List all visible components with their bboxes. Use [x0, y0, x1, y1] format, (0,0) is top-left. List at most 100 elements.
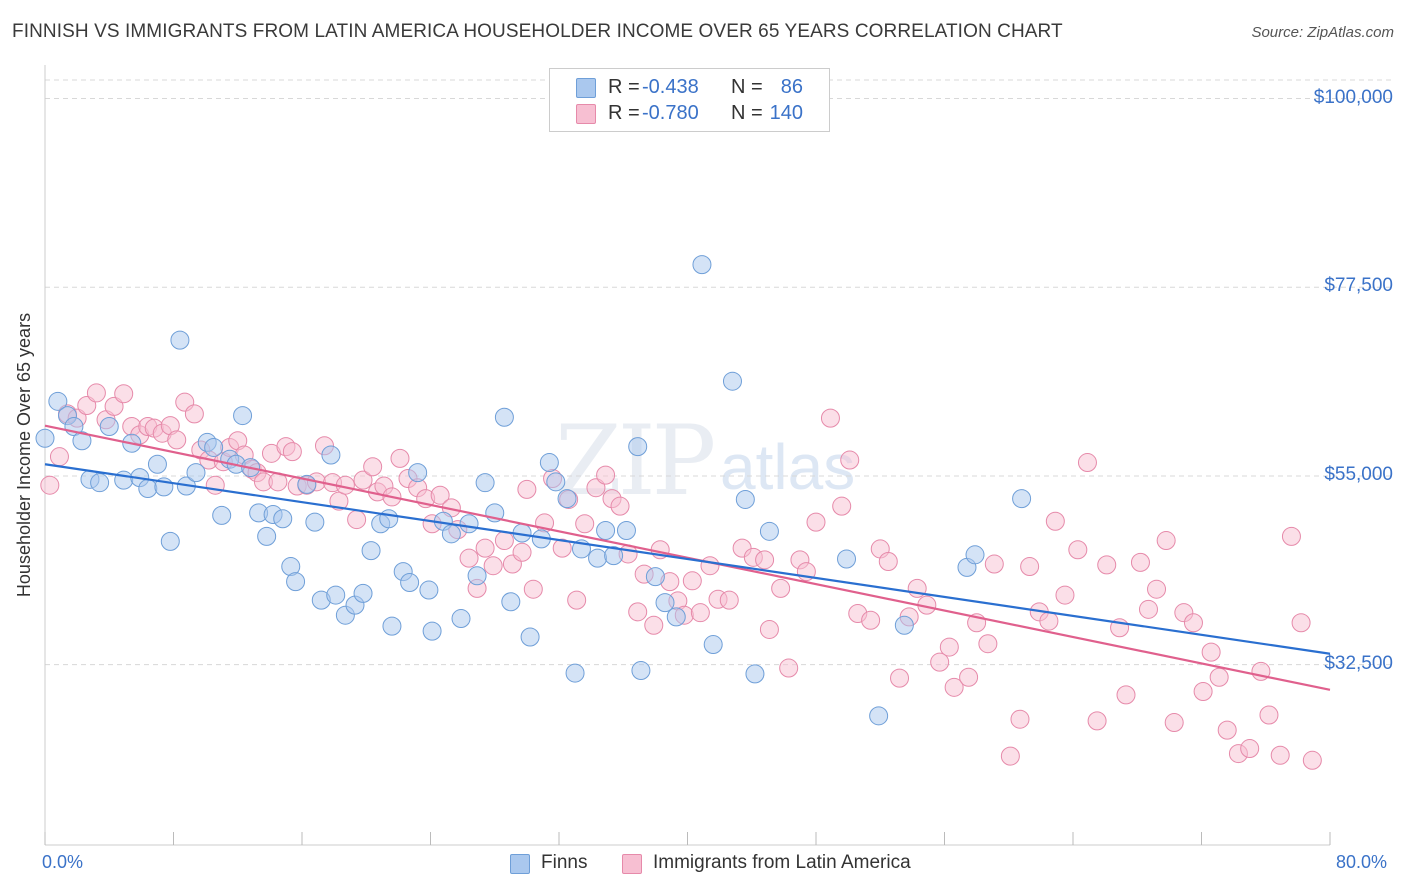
x-tick-label-min: 0.0% [42, 852, 84, 872]
chart-title: FINNISH VS IMMIGRANTS FROM LATIN AMERICA… [12, 21, 1063, 42]
latin-america-points [40, 383, 1322, 770]
latin-point [77, 396, 97, 416]
finns-point [894, 615, 914, 635]
y-tick-label: $32,500 [1324, 652, 1393, 674]
latin-point [944, 677, 964, 697]
finns-point [494, 407, 514, 427]
latin-point [184, 404, 204, 424]
finns-point [286, 572, 306, 592]
latin-point [552, 538, 572, 558]
finns-point [233, 406, 253, 426]
finns-point [604, 546, 624, 566]
latin-point [567, 590, 587, 610]
finns-point [305, 512, 325, 532]
latin-point [353, 470, 373, 490]
finns-point [353, 583, 373, 603]
latin-point [1291, 613, 1311, 633]
latin-point [167, 430, 187, 450]
latin-point [690, 603, 710, 623]
y-axis-label: Householder Income Over 65 years [14, 312, 34, 598]
finns-point [745, 664, 765, 684]
latin-legend-label: Immigrants from Latin America [653, 852, 911, 873]
latin-point [719, 590, 739, 610]
finns-point [869, 706, 889, 726]
finns-point [735, 489, 755, 509]
latin-point [1020, 557, 1040, 577]
finns-point [451, 609, 471, 629]
y-tick-label: $77,500 [1324, 275, 1393, 297]
finns-point [703, 635, 723, 655]
latin-point [806, 512, 826, 532]
finns-point [666, 607, 686, 627]
finns-point [361, 541, 381, 561]
latin-point [1201, 642, 1221, 662]
latin-point [1240, 739, 1260, 759]
finns-point [459, 514, 479, 534]
latin-point [575, 514, 595, 534]
finns-point [90, 473, 110, 493]
latin-point [586, 478, 606, 498]
latin-point [86, 383, 106, 403]
latin-point [771, 578, 791, 598]
latin-point [682, 571, 702, 591]
latin-point [390, 448, 410, 468]
latin-point [1097, 555, 1117, 575]
watermark-zip: ZIP [555, 405, 716, 517]
latin-point [282, 442, 302, 462]
finns-point [645, 567, 665, 587]
gridlines [45, 79, 1393, 666]
latin-point [700, 556, 720, 576]
latin-point [523, 579, 543, 599]
latin-point [430, 485, 450, 505]
finns-point [72, 431, 92, 451]
latin-point [1087, 711, 1107, 731]
latin-point [930, 652, 950, 672]
finns-point [837, 549, 857, 569]
finns-point [35, 428, 55, 448]
finns-point [628, 437, 648, 457]
source-label: Source: ZipAtlas.com [1251, 24, 1394, 41]
latin-point [1193, 682, 1213, 702]
finns-point [475, 473, 495, 493]
finns-point [204, 437, 224, 457]
latin-point [840, 450, 860, 470]
latin-point [890, 668, 910, 688]
latin-point [759, 619, 779, 639]
finns-swatch [576, 78, 596, 98]
latin-point [596, 465, 616, 485]
latin-point [1116, 685, 1136, 705]
y-tick-label: $100,000 [1313, 86, 1393, 108]
latin-point [878, 552, 898, 572]
finns-point [565, 663, 585, 683]
latin-point [1147, 579, 1167, 599]
finns-point [1012, 489, 1032, 509]
latin-point [644, 615, 664, 635]
trend-lines [44, 424, 1331, 691]
finns-point [379, 509, 399, 529]
finns-point [422, 621, 442, 641]
latin-point [1130, 552, 1150, 572]
latin-point [483, 556, 503, 576]
latin-point [104, 396, 124, 416]
n-value: 86 [780, 76, 803, 98]
latin-point [1039, 611, 1059, 631]
finns-point [520, 627, 540, 647]
latin-point [1000, 746, 1020, 766]
finns-point [588, 548, 608, 568]
latin-point [1010, 709, 1030, 729]
r-value: -0.438 [642, 76, 699, 98]
finns-point [170, 330, 190, 350]
finns-point [419, 580, 439, 600]
latin-point [1270, 745, 1290, 765]
latin-point [861, 610, 881, 630]
finns-legend-swatch [510, 854, 530, 874]
finns-point [441, 524, 461, 544]
finns-point [655, 593, 675, 613]
finns-point [692, 255, 712, 275]
finns-point [321, 445, 341, 465]
finns-point [616, 520, 636, 540]
finns-point [965, 545, 985, 565]
latin-point [40, 475, 60, 495]
axes [44, 65, 1331, 846]
finns-point [631, 661, 651, 681]
